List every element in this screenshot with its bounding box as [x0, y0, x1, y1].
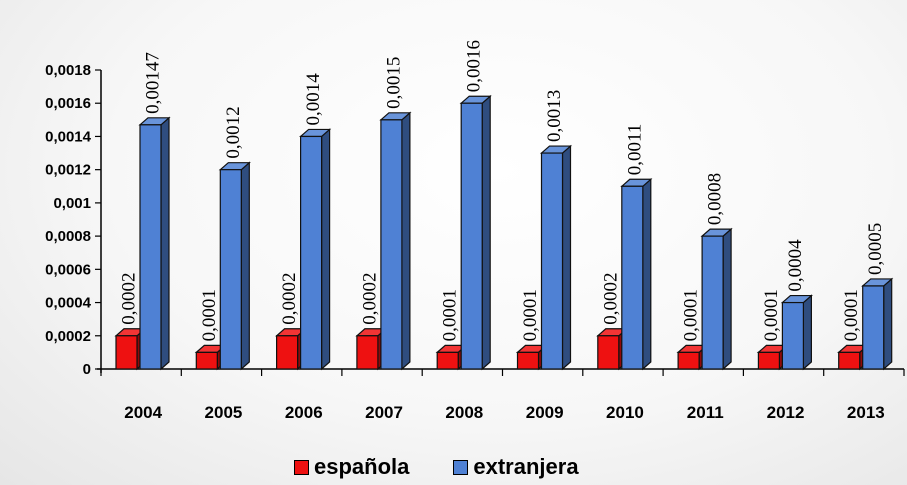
legend: española extranjera [294, 452, 579, 482]
bar-front [701, 235, 724, 370]
bar-side [240, 161, 250, 371]
bar-side [321, 128, 331, 371]
bar-espanola [435, 344, 468, 371]
bar-extranjera [218, 161, 251, 371]
bar-extranjera [780, 294, 813, 371]
y-tick-label: 0,0018 [45, 62, 91, 79]
bar-side [561, 144, 572, 371]
bar-extranjera [620, 177, 653, 371]
x-tick-label: 2009 [526, 403, 564, 422]
bar-front [597, 335, 620, 370]
bar-extranjera [539, 144, 573, 371]
legend-label-espanola: española [314, 454, 410, 479]
data-label-extranjera: 0,0012 [223, 106, 244, 158]
y-tick-label: 0,0004 [45, 295, 92, 312]
x-tick-label: 2013 [847, 403, 885, 422]
y-tick-label: 0,0012 [45, 162, 91, 179]
data-label-extranjera: 0,0004 [785, 239, 806, 292]
legend-item-espanola: española [294, 454, 409, 480]
y-tick-label: 0,0002 [45, 328, 91, 345]
bar-front [540, 152, 564, 370]
y-tick-label: 0,001 [53, 195, 91, 212]
bar-side [883, 277, 893, 371]
x-tick-label: 2004 [124, 403, 162, 422]
legend-swatch-red [294, 459, 309, 475]
data-label-espanola: 0,0001 [520, 289, 541, 341]
bar-front [219, 169, 242, 370]
bar-extranjera [299, 128, 332, 371]
bar-front [300, 135, 323, 370]
x-tick-label: 2007 [365, 403, 403, 422]
data-label-espanola: 0,0002 [279, 273, 300, 325]
data-label-extranjera: 0,0014 [303, 73, 324, 126]
bar-front [115, 335, 138, 370]
x-tick-label: 2005 [205, 403, 243, 422]
bar-front [195, 351, 218, 370]
x-tick-label: 2010 [606, 403, 644, 422]
data-label-espanola: 0,0001 [199, 289, 220, 341]
bar-front [621, 185, 644, 370]
bar-side [722, 227, 732, 371]
y-tick-label: 0,0014 [45, 128, 92, 145]
data-label-espanola: 0,0001 [440, 289, 461, 341]
bar-extranjera [861, 277, 894, 371]
data-label-extranjera: 0,0016 [464, 40, 485, 92]
bar-front [460, 102, 483, 370]
data-label-extranjera: 0,0008 [705, 173, 726, 225]
bar-front [838, 351, 861, 370]
bar-front [139, 124, 162, 370]
bar-extranjera [459, 94, 492, 371]
data-label-espanola: 0,0001 [841, 289, 862, 341]
bar-front [436, 351, 459, 370]
bar-front [677, 351, 700, 370]
data-label-espanola: 0,0002 [119, 273, 140, 325]
bar-front [516, 351, 540, 370]
bar-side [401, 111, 411, 371]
data-label-extranjera: 0,0011 [624, 124, 645, 176]
y-tick-label: 0,0008 [45, 228, 91, 245]
data-label-espanola: 0,0002 [359, 273, 380, 325]
data-label-espanola: 0,0002 [600, 273, 621, 325]
y-tick-label: 0,0016 [45, 95, 91, 112]
legend-label-extranjera: extranjera [473, 454, 579, 479]
bar-front [356, 335, 379, 370]
y-tick-label: 0 [83, 361, 91, 378]
bar-side [481, 94, 491, 371]
bar-side [642, 177, 652, 371]
bar-front [757, 351, 781, 370]
data-label-espanola: 0,0001 [761, 289, 782, 341]
bar-front [781, 301, 805, 370]
data-label-extranjera: 0,0013 [544, 90, 565, 142]
bar-front [862, 285, 885, 370]
bar-extranjera [379, 111, 412, 371]
bar-side [802, 294, 813, 371]
bar-front [380, 119, 403, 370]
bar-front [276, 335, 299, 370]
x-tick-label: 2008 [445, 403, 483, 422]
x-tick-label: 2011 [687, 403, 724, 422]
x-tick-label: 2012 [767, 403, 805, 422]
bar-side [160, 116, 170, 371]
legend-item-extranjera: extranjera [453, 454, 579, 480]
legend-swatch-blue [453, 459, 469, 475]
data-label-extranjera: 0,0005 [865, 223, 886, 275]
data-label-extranjera: 0,00147 [143, 52, 164, 114]
data-label-espanola: 0,0001 [681, 289, 702, 341]
data-label-extranjera: 0,0015 [383, 57, 404, 109]
bar-extranjera [138, 116, 171, 371]
x-tick-label: 2006 [285, 403, 323, 422]
y-tick-label: 0,0006 [45, 261, 91, 278]
bar-extranjera [700, 227, 733, 371]
